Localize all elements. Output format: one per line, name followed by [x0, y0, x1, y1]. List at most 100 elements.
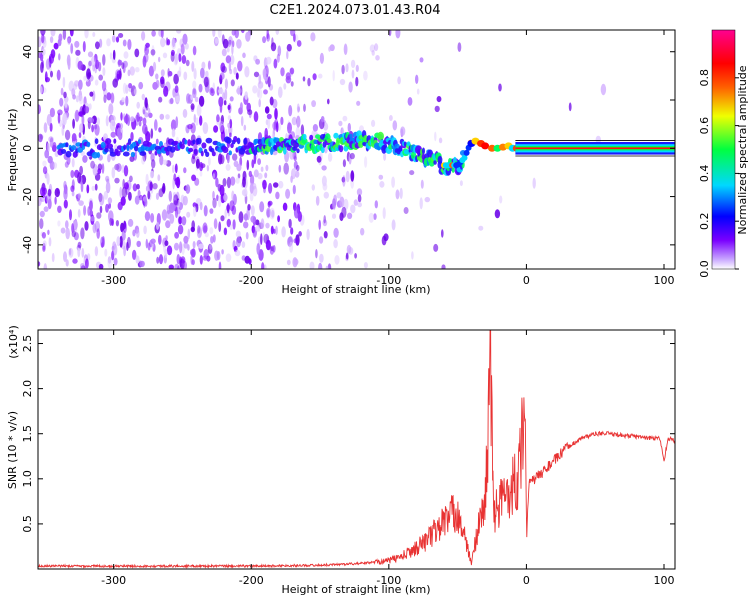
colorbar-ticks: 0.0 0.2 0.4 0.6 0.8	[698, 69, 739, 278]
spectrogram-noise-cell	[212, 197, 217, 209]
spectrogram-noise-cell	[221, 66, 227, 73]
spectrogram-ridge-cell	[154, 151, 158, 156]
spectrogram-ridge-cell	[326, 138, 332, 143]
spectrogram-noise-cell	[311, 100, 316, 108]
spectrogram-ridge-cell	[377, 131, 384, 141]
spectrogram-noise-cell	[383, 233, 389, 242]
spectrogram-noise-cell	[383, 152, 387, 161]
spectrogram-ridge-cell	[137, 139, 142, 145]
spectrogram-ridge-cell	[253, 150, 258, 156]
spectrogram-noise-cell	[47, 188, 52, 197]
spectrogram-noise-cell	[115, 220, 119, 227]
spectrogram-noise-cell	[180, 43, 185, 55]
spectrogram-noise-cell	[182, 195, 188, 206]
spectrogram-noise-cell	[42, 242, 46, 251]
spectrogram-ridge-cell	[139, 151, 147, 156]
spectrogram-noise-cell	[245, 232, 249, 240]
spectrogram-noise-cell	[40, 30, 46, 36]
spectrogram-noise-cell	[89, 91, 94, 97]
spectrogram-noise-cell	[333, 239, 338, 249]
spectrogram-noise-cell	[190, 103, 195, 110]
spectrogram-noise-cell	[296, 103, 300, 113]
spectrogram-ridge-cell	[146, 142, 153, 148]
spectrogram-noise-cell	[158, 56, 161, 63]
spectrogram-noise-cell	[349, 152, 355, 160]
spectrogram-noise-cell	[96, 212, 102, 219]
spectrogram-noise-cell	[158, 188, 164, 198]
spectrogram-noise-cell	[242, 52, 246, 59]
spectrogram-noise-cell	[148, 112, 153, 119]
spectrogram-noise-cell	[185, 59, 190, 67]
colorbar-tick-label: 0.2	[698, 212, 711, 230]
spectrogram-noise-cell	[334, 254, 340, 265]
spectrogram-noise-cell	[62, 114, 67, 126]
spectrogram-noise-cell	[233, 66, 237, 75]
spectrogram-noise-cell	[165, 220, 171, 229]
spectrogram-noise-cell	[187, 244, 190, 251]
spectrogram-noise-cell	[187, 228, 191, 240]
spectrogram-ridge-cell	[349, 133, 353, 139]
spectrogram-noise-cell	[420, 179, 424, 189]
spectrogram-noise-cell	[263, 89, 268, 95]
spectrogram-noise-cell	[341, 176, 346, 183]
spectrogram-noise-cell	[532, 177, 536, 189]
spectrogram-noise-cell	[160, 30, 164, 39]
spectrogram-noise-cell	[275, 121, 279, 133]
spectrogram-noise-cell	[105, 115, 109, 127]
spectrogram-noise-cell	[333, 194, 337, 206]
spectrogram-noise-cell	[142, 123, 148, 135]
spectrogram-noise-cell	[199, 170, 203, 177]
spectrogram-noise-cell	[222, 178, 227, 187]
spectrogram-noise-cell	[434, 105, 440, 113]
spectrogram-noise-cell	[248, 258, 252, 265]
spectrogram-noise-cell	[353, 199, 358, 206]
spectrogram-noise-cell	[327, 98, 330, 105]
spectrogram-noise-cell	[246, 159, 250, 171]
spectrogram-noise-cell	[256, 87, 260, 98]
spectrogram-noise-cell	[103, 88, 108, 97]
spectrogram-noise-cell	[216, 251, 221, 261]
spectrogram-noise-cell	[255, 225, 260, 232]
spectrogram-noise-cell	[121, 62, 125, 70]
spectrogram-noise-cell	[231, 30, 236, 36]
spectrogram-noise-cell	[293, 258, 299, 266]
spectrogram-noise-cell	[249, 183, 254, 194]
spectrogram-noise-cell	[52, 141, 57, 151]
spectrogram-noise-cell	[50, 70, 53, 78]
spectrogram-ridge-cell	[113, 138, 117, 144]
spectrogram-noise-cell	[226, 176, 231, 189]
spectrogram-noise-cell	[60, 227, 66, 234]
spectrogram-noise-cell	[195, 158, 200, 169]
spectrogram-noise-cell	[336, 192, 342, 199]
spectrogram-noise-cell	[87, 51, 94, 58]
spectrogram-noise-cell	[273, 182, 279, 188]
spectrogram-noise-cell	[193, 113, 196, 123]
spectrogram-noise-cell	[248, 170, 252, 178]
spectrogram-noise-cell	[232, 153, 238, 161]
spectrogram-noise-cell	[356, 188, 363, 196]
spectrogram-noise-cell	[132, 229, 136, 237]
spectrogram-noise-cell	[282, 202, 288, 211]
spectrogram-noise-cell	[229, 132, 232, 138]
spectrogram-noise-cell	[303, 103, 306, 112]
spectrogram-noise-cell	[147, 242, 151, 251]
spectrogram-noise-cell	[278, 180, 284, 189]
spectrogram-noise-cell	[374, 200, 378, 209]
spectrogram-ridge-cell	[77, 146, 84, 153]
spectrogram-noise-cell	[286, 50, 289, 60]
spectrogram-ridge-cell	[296, 148, 300, 154]
spectrogram-noise-cell	[108, 202, 111, 209]
spectrogram-noise-cell	[38, 196, 42, 207]
spectrogram-noise-cell	[378, 174, 384, 180]
spectrogram-noise-cell	[243, 188, 248, 198]
spectrogram-noise-cell	[38, 36, 42, 48]
spectrogram-noise-cell	[62, 30, 67, 40]
spectrogram-noise-cell	[46, 114, 52, 126]
spectrogram-noise-cell	[127, 218, 134, 227]
spectrogram-noise-cell	[276, 53, 280, 63]
spectrogram-ridge-cell	[70, 145, 77, 151]
spectrogram-noise-cell	[111, 250, 115, 261]
spectrogram-noise-cell	[121, 186, 128, 198]
spectrogram-noise-cell	[121, 97, 125, 103]
spectrogram-noise-cell	[219, 120, 224, 133]
